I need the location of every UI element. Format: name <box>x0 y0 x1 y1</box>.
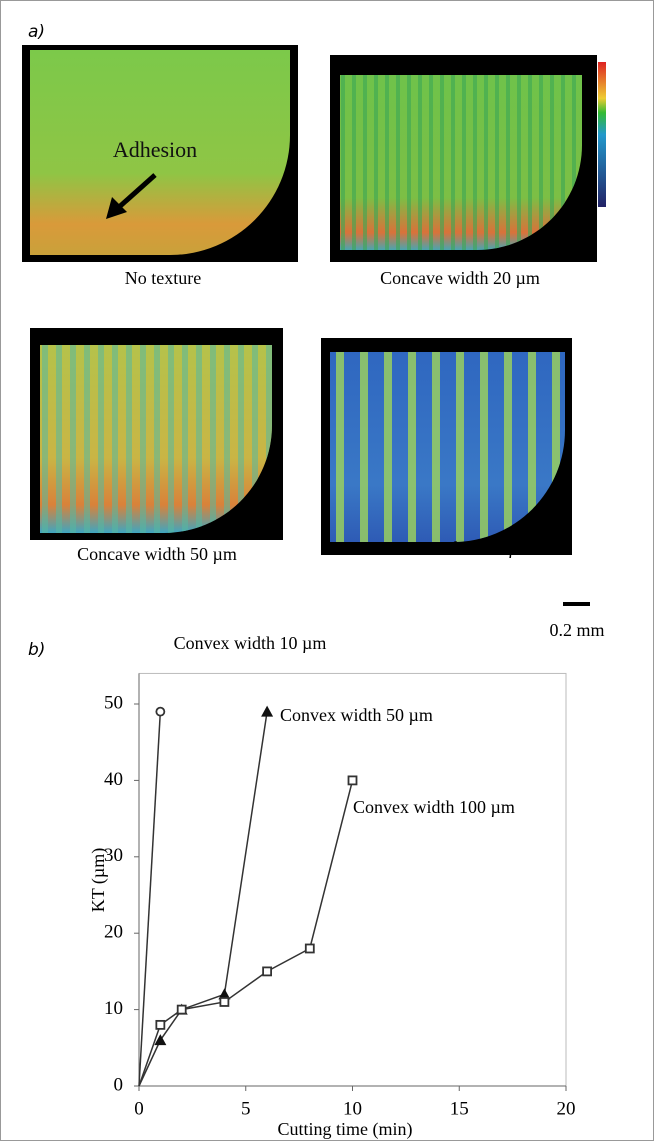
caption: Concave width 100 µm <box>364 538 533 558</box>
point <box>261 706 273 717</box>
point <box>349 776 357 784</box>
y-tick-label: 20 <box>104 922 123 943</box>
scale-label: 0.2 mm <box>549 620 604 640</box>
point <box>156 708 164 716</box>
image-concave-20 <box>330 55 606 262</box>
point <box>220 998 228 1006</box>
y-tick-label: 0 <box>114 1074 124 1095</box>
point <box>156 1021 164 1029</box>
x-tick-label: 15 <box>450 1098 469 1119</box>
plot-frame <box>139 673 566 1086</box>
caption: Concave width 20 µm <box>380 268 540 288</box>
x-tick-label: 5 <box>241 1098 251 1119</box>
point <box>306 944 314 952</box>
y-tick-label: 50 <box>104 692 123 713</box>
x-tick-label: 10 <box>343 1098 362 1119</box>
series-label: Convex width 100 µm <box>353 797 515 817</box>
y-tick-label: 30 <box>104 845 123 866</box>
caption: No texture <box>125 268 201 288</box>
series-label: Convex width 10 µm <box>174 633 327 653</box>
panel-label: a) <box>28 22 45 42</box>
image-concave-50 <box>30 328 283 540</box>
caption: Concave width 50 µm <box>77 544 237 564</box>
series-line <box>139 712 160 1086</box>
x-tick-label: 0 <box>134 1098 144 1119</box>
annotation: Adhesion <box>113 137 197 162</box>
x-tick-label: 20 <box>557 1098 576 1119</box>
point <box>263 967 271 975</box>
series-label: Convex width 50 µm <box>280 705 433 725</box>
x-axis-title: Cutting time (min) <box>278 1119 413 1140</box>
image-concave-100 <box>321 338 572 555</box>
y-tick-label: 40 <box>104 769 123 790</box>
series-line <box>139 780 353 1086</box>
y-tick-label: 10 <box>104 998 123 1019</box>
panel-label: b) <box>28 640 45 660</box>
figure: a) Adhesion No texture Concave width 20 … <box>0 0 654 1141</box>
point <box>178 1006 186 1014</box>
